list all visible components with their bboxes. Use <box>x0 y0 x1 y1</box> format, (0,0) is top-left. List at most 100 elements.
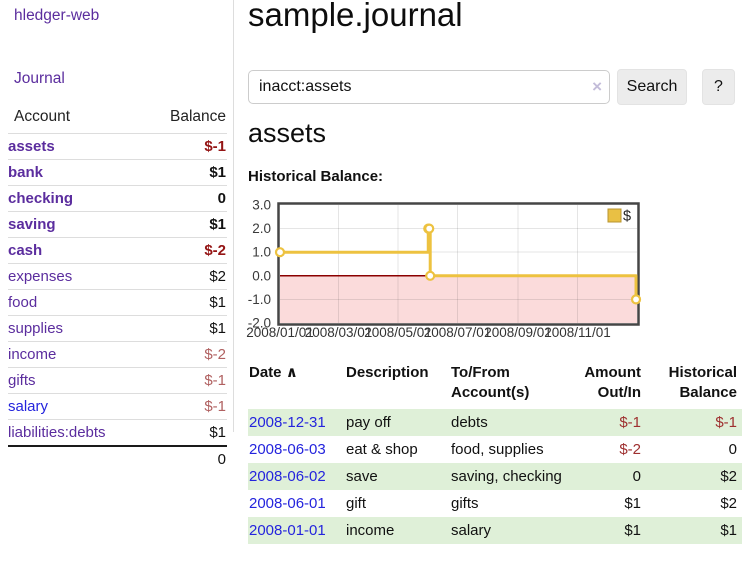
sidebar-account-link[interactable]: supplies <box>8 320 64 337</box>
sidebar-account-link[interactable]: bank <box>8 164 44 181</box>
sidebar-account-link[interactable]: salary <box>8 398 49 415</box>
svg-text:2008/01/01: 2008/01/01 <box>246 325 314 340</box>
account-row: assets $-1 <box>8 133 227 160</box>
svg-text:2008/07/01: 2008/07/01 <box>424 325 492 340</box>
transaction-description: pay off <box>346 414 391 431</box>
transaction-description: eat & shop <box>346 441 418 458</box>
sidebar-account-link[interactable]: checking <box>8 190 74 207</box>
account-row: bank $1 <box>8 159 227 186</box>
sidebar-account-link[interactable]: liabilities:debts <box>8 424 106 441</box>
account-row: expenses $2 <box>8 263 227 290</box>
transaction-row: 2008-06-03 eat & shop food, supplies $-2 0 <box>248 436 742 463</box>
transaction-balance: 0 <box>728 441 737 458</box>
transaction-date-link[interactable]: 2008-06-03 <box>249 441 326 458</box>
legend-label: $ <box>623 209 631 225</box>
transaction-amount: $1 <box>624 522 641 539</box>
transaction-accounts: food, supplies <box>451 441 544 458</box>
transaction-accounts: gifts <box>451 495 479 512</box>
transaction-accounts: salary <box>451 522 492 539</box>
chart-canvas: $3.0 2.0 1.0 0.0 -1.0 -2.02008/01/012008/03/0… <box>246 198 642 340</box>
account-row: liabilities:debts $1 <box>8 419 227 447</box>
svg-text:3.0: 3.0 <box>252 198 271 213</box>
account-balance: $-2 <box>204 346 226 363</box>
transaction-balance: $-1 <box>715 414 737 431</box>
help-button[interactable]: ? <box>702 69 735 105</box>
transaction-accounts: debts <box>451 414 488 431</box>
column-header-amount: Amount Out/In <box>584 364 641 401</box>
svg-text:1.0: 1.0 <box>252 245 271 260</box>
transaction-amount: $-1 <box>619 414 641 431</box>
clear-search-icon[interactable]: × <box>592 77 602 96</box>
account-row: food $1 <box>8 289 227 316</box>
sidebar: hledger-web Journal Account Balance asse… <box>0 0 234 468</box>
account-balance: $-1 <box>204 138 226 155</box>
search-bar: × Search ? <box>248 69 742 105</box>
account-row: salary $-1 <box>8 393 227 420</box>
sidebar-account-link[interactable]: gifts <box>8 372 36 389</box>
transaction-balance: $2 <box>720 495 737 512</box>
transaction-balance: $2 <box>720 468 737 485</box>
account-row: cash $-2 <box>8 237 227 264</box>
svg-text:2008/09/01: 2008/09/01 <box>484 325 552 340</box>
svg-text:0.0: 0.0 <box>252 268 271 283</box>
account-balance: 0 <box>217 190 226 207</box>
transaction-description: save <box>346 468 378 485</box>
sidebar-account-link[interactable]: expenses <box>8 268 73 285</box>
column-header-balance: Historical Balance <box>668 364 737 401</box>
account-row: checking 0 <box>8 185 227 212</box>
transaction-date-link[interactable]: 2008-12-31 <box>249 414 326 431</box>
svg-text:2008/05/01: 2008/05/01 <box>364 325 432 340</box>
sidebar-account-link[interactable]: cash <box>8 242 43 259</box>
transaction-amount: $-2 <box>619 441 641 458</box>
transaction-row: 2008-06-02 save saving, checking 0 $2 <box>248 463 742 490</box>
sidebar-item-journal[interactable]: Journal <box>14 70 65 87</box>
transaction-date-link[interactable]: 2008-06-02 <box>249 468 326 485</box>
transaction-row: 2008-01-01 income salary $1 $1 <box>248 517 742 544</box>
chart-title: Historical Balance: <box>248 168 384 185</box>
sidebar-account-link[interactable]: food <box>8 294 38 311</box>
transaction-row: 2008-06-01 gift gifts $1 $2 <box>248 490 742 517</box>
sidebar-account-link[interactable]: saving <box>8 216 56 233</box>
accounts-total-value: 0 <box>217 451 226 468</box>
accounts-header-account: Account <box>14 108 71 125</box>
transaction-description: income <box>346 522 395 539</box>
page-title: sample.journal <box>248 0 463 33</box>
transaction-date-link[interactable]: 2008-06-01 <box>249 495 326 512</box>
account-row: gifts $-1 <box>8 367 227 394</box>
column-header-accounts: To/From Account(s) <box>451 364 530 401</box>
column-header-date[interactable]: Date ∧ <box>249 364 298 381</box>
sidebar-account-link[interactable]: assets <box>8 138 55 155</box>
search-input[interactable] <box>248 70 610 104</box>
account-balance: $1 <box>209 216 226 233</box>
svg-text:2008/11/01: 2008/11/01 <box>544 325 611 340</box>
account-row: income $-2 <box>8 341 227 368</box>
account-balance: $-2 <box>204 242 226 259</box>
register-table: Date ∧ Description To/From Account(s) Am… <box>248 358 742 544</box>
sidebar-account-link[interactable]: income <box>8 346 57 363</box>
account-balance: $1 <box>209 320 226 337</box>
svg-text:2.0: 2.0 <box>252 221 271 236</box>
account-row: supplies $1 <box>8 315 227 342</box>
account-balance: $-1 <box>204 372 226 389</box>
svg-text:-2.0: -2.0 <box>248 316 271 331</box>
account-heading: assets <box>248 118 327 148</box>
account-balance: $1 <box>209 424 226 441</box>
accounts-header-balance: Balance <box>169 108 226 125</box>
app-brand-link[interactable]: hledger-web <box>14 7 100 24</box>
transaction-row: 2008-12-31 pay off debts $-1 $-1 <box>248 409 742 436</box>
transaction-date-link[interactable]: 2008-01-01 <box>249 522 326 539</box>
search-button[interactable]: Search <box>617 69 687 105</box>
transaction-accounts: saving, checking <box>451 468 562 485</box>
column-header-description: Description <box>346 364 429 381</box>
historical-balance-chart: $3.0 2.0 1.0 0.0 -1.0 -2.0 2008/01/01 2008/03/0… <box>245 198 643 342</box>
accounts-table: Account Balance assets $-1 bank $1 checking 0… <box>8 104 227 472</box>
transaction-amount: 0 <box>632 468 641 485</box>
account-balance: $-1 <box>204 398 226 415</box>
account-balance: $1 <box>209 294 226 311</box>
svg-text:-1.0: -1.0 <box>248 292 271 307</box>
main-content: sample.journal × Search ? assets Histori… <box>245 0 742 582</box>
transaction-description: gift <box>346 495 367 512</box>
account-row: saving $1 <box>8 211 227 238</box>
transaction-balance: $1 <box>720 522 737 539</box>
sort-asc-icon: ∧ <box>285 364 298 381</box>
